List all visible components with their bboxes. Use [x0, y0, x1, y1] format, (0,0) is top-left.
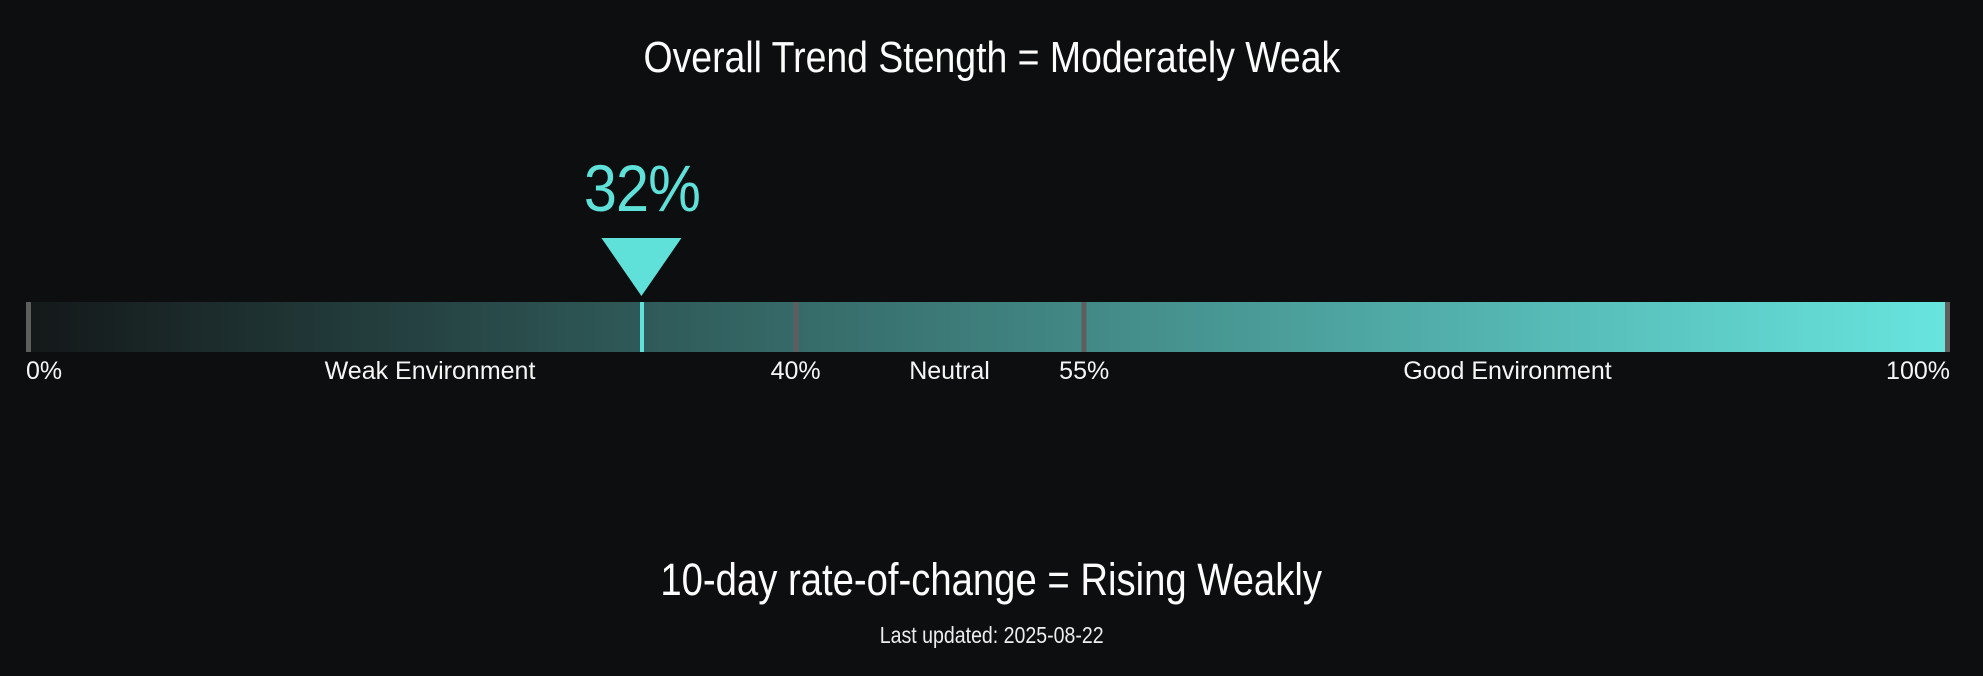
gauge-axis-label: Weak Environment [324, 357, 536, 385]
gauge-axis-label: Good Environment [1403, 357, 1612, 385]
gauge-track: 32% [26, 0, 1950, 676]
gauge-value-text: 32% [583, 151, 701, 225]
gauge-axis-label: 100% [1886, 357, 1950, 385]
gauge-axis-label: 40% [770, 357, 821, 385]
gauge-value-tick [639, 302, 644, 352]
gauge-boundary-tick [1945, 302, 1950, 352]
rate-of-change-text: 10-day rate-of-change = Rising Weakly [660, 554, 1323, 605]
gauge-axis-labels: 0% Weak Environment 40% Neutral 55% Good Envi… [26, 358, 1950, 388]
gauge-title: Overall Trend Stength = Moderately Weak [0, 36, 1983, 80]
rate-of-change-subtitle: 10-day rate-of-change = Rising Weakly [0, 557, 1983, 602]
gauge-bar [26, 302, 1950, 352]
gauge-axis-label: 55% [1059, 357, 1110, 385]
gauge-value-label: 32% [577, 151, 706, 225]
last-updated-label: Last updated: 2025-08-22 [0, 622, 1983, 648]
pointer-triangle-icon [601, 238, 682, 296]
last-updated-text: Last updated: 2025-08-22 [879, 622, 1104, 648]
gauge-boundary-tick [793, 302, 799, 352]
gauge-boundary-tick [26, 302, 31, 352]
gauge-axis-label: 0% [26, 357, 63, 385]
gauge-pointer: 32% [577, 151, 706, 296]
gauge-axis-label: Neutral [909, 357, 990, 385]
gauge-boundary-tick [1081, 302, 1087, 352]
gauge-title-text: Overall Trend Stength = Moderately Weak [643, 33, 1340, 82]
